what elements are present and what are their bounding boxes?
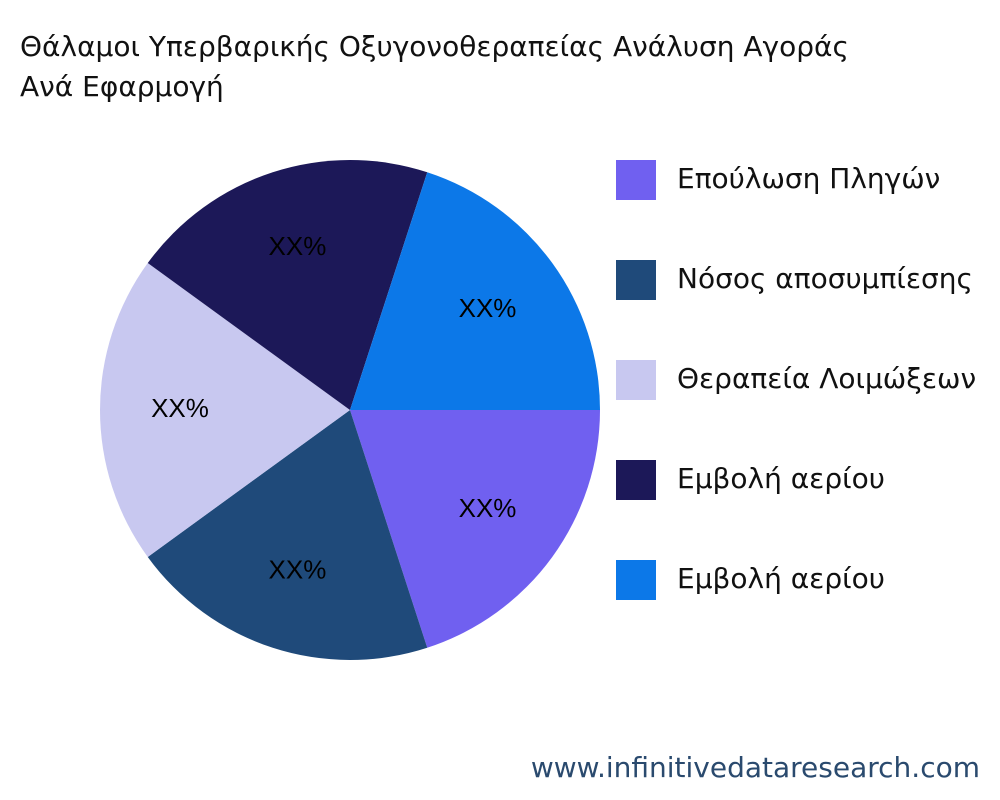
legend-label: Εμβολή αερίου [677,462,885,495]
slice-label: XX% [269,231,327,261]
slice-label: XX% [459,293,517,323]
pie-slice [350,410,600,648]
slice-label: XX% [269,555,327,585]
legend-label: Εμβολή αερίου [677,562,885,595]
legend-swatch [616,560,656,600]
pie-slice [350,172,600,410]
pie-slice [147,410,428,660]
legend-label: Επούλωση Πληγών [677,162,940,195]
footer: www.infinitivedataresearch.com [531,751,980,784]
legend-label: Νόσος αποσυμπίεσης [677,262,973,295]
legend-swatch [616,260,656,300]
legend-label: Θεραπεία Λοιμώξεων [677,362,976,395]
legend-swatch [616,160,656,200]
legend-swatch [616,460,656,500]
slice-label: XX% [151,393,209,423]
chart-title: Θάλαμοι Υπερβαρικής Οξυγονοθεραπείας Ανά… [20,30,849,63]
chart-subtitle: Ανά Εφαρμογή [20,70,224,103]
slice-label: XX% [459,493,517,523]
pie-slice [100,263,350,557]
legend-swatch [616,360,656,400]
pie-slice [147,160,428,410]
